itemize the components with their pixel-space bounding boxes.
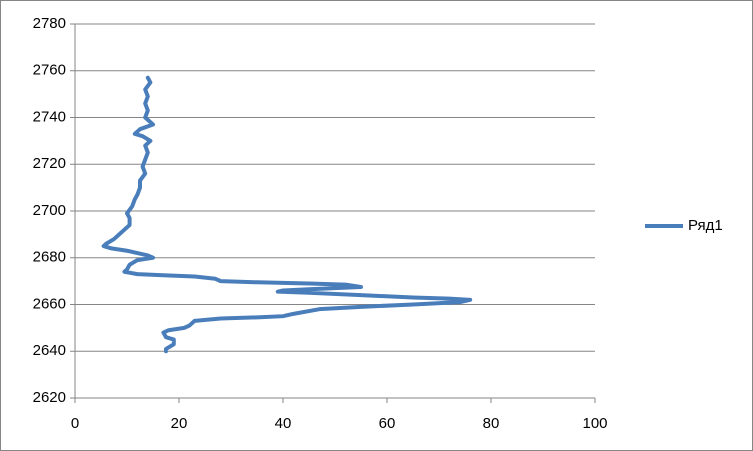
series-line [101,75,473,354]
y-tick-label: 2680 [33,249,66,266]
x-tick-label: 80 [483,415,500,432]
y-tick-label: 2620 [33,389,66,406]
x-tick-label: 0 [71,415,79,432]
x-tick-label: 40 [275,415,292,432]
legend-label: Ряд1 [688,217,723,234]
x-tick-label: 20 [171,415,188,432]
y-tick-label: 2660 [33,295,66,312]
x-tick-label: 100 [582,415,607,432]
x-tick-label: 60 [379,415,396,432]
y-tick-label: 2780 [33,15,66,32]
y-tick-label: 2720 [33,155,66,172]
y-tick-label: 2700 [33,202,66,219]
y-tick-label: 2760 [33,62,66,79]
y-tick-label: 2640 [33,342,66,359]
y-tick-label: 2740 [33,108,66,125]
